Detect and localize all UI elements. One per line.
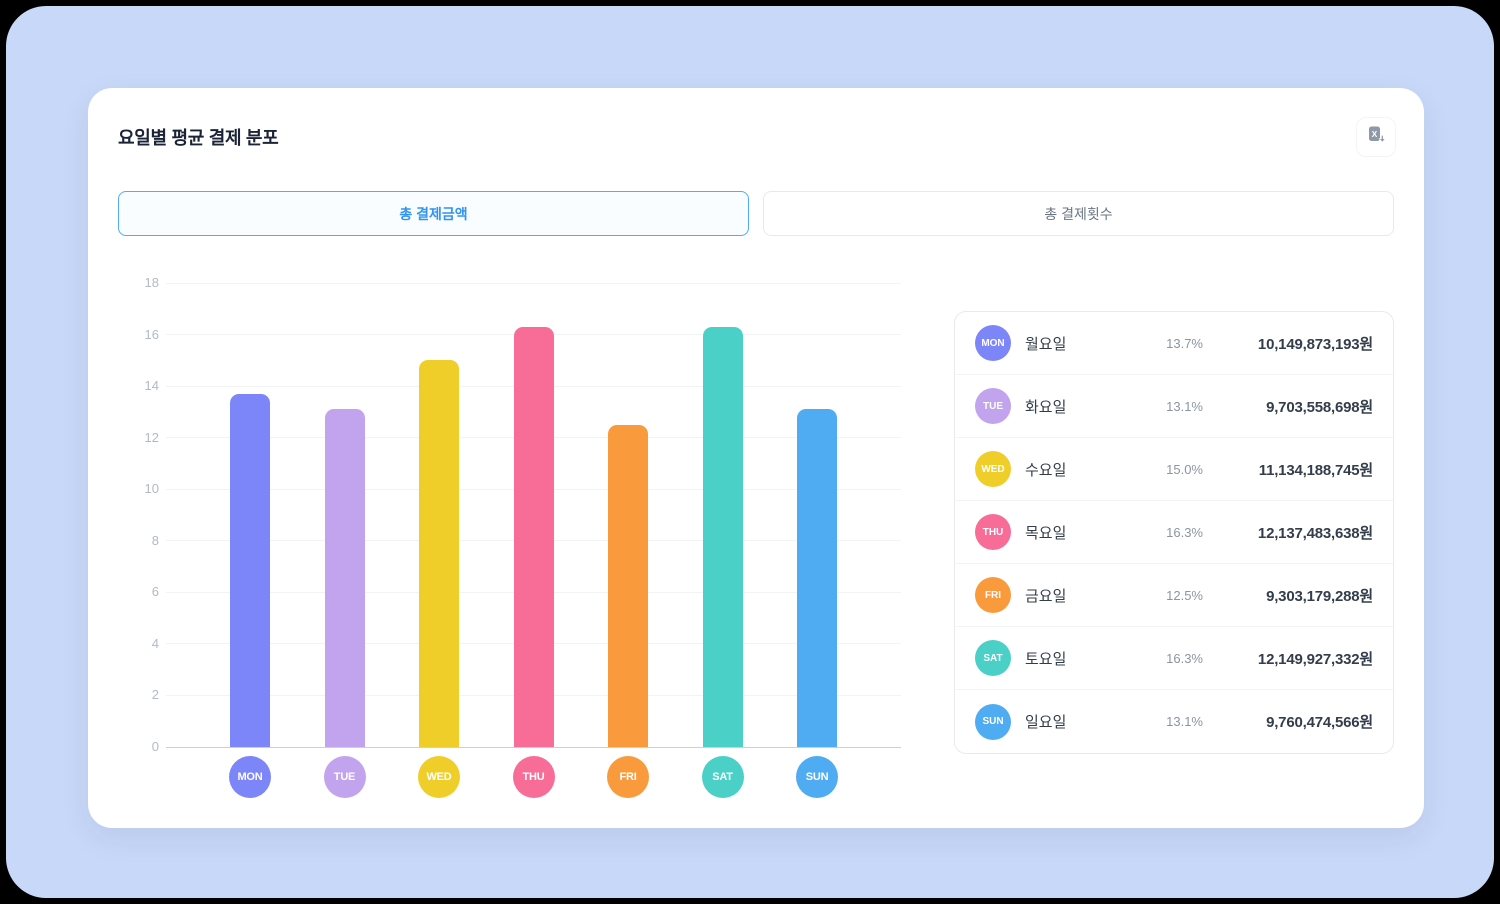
page-background: 요일별 평균 결제 분포 X 총 결제금액 총 결제횟수 0 2 4 6 8 10 12 14… xyxy=(6,6,1494,898)
bar-tue[interactable] xyxy=(324,409,365,747)
day-amount-value: 12,149,927,332원 xyxy=(1257,650,1373,668)
day-percent-value: 16.3% xyxy=(1166,650,1203,666)
day-badge-tue: TUE xyxy=(975,388,1011,424)
legend-row-tue: TUE 화요일 13.1% 9,703,558,698원 xyxy=(955,375,1393,438)
bar-mon[interactable] xyxy=(230,393,270,747)
day-name-label: 금요일 xyxy=(1025,587,1067,605)
chart-card: 요일별 평균 결제 분포 X 총 결제금액 총 결제횟수 0 2 4 6 8 10 12 14… xyxy=(88,88,1424,828)
day-badge-mon: MON xyxy=(975,325,1011,361)
y-axis-tick-label: 14 xyxy=(144,378,159,394)
day-percent-value: 13.1% xyxy=(1166,398,1203,414)
gridline xyxy=(166,746,901,748)
bar-sun[interactable] xyxy=(797,409,837,747)
tab-total-payment-amount[interactable]: 총 결제금액 xyxy=(118,191,749,236)
x-axis-label-wed: WED xyxy=(418,756,460,798)
day-badge-fri: FRI xyxy=(975,577,1011,613)
x-axis-label-fri: FRI xyxy=(607,756,649,798)
day-percent-value: 13.7% xyxy=(1166,335,1203,351)
y-axis-tick-label: 6 xyxy=(151,584,159,600)
legend-row-sat: SAT 토요일 16.3% 12,149,927,332원 xyxy=(955,627,1393,690)
legend-row-wed: WED 수요일 15.0% 11,134,188,745원 xyxy=(955,438,1393,501)
day-badge-sun: SUN xyxy=(975,703,1011,740)
day-amount-value: 9,303,179,288원 xyxy=(1266,587,1373,605)
day-name-label: 토요일 xyxy=(1025,650,1067,668)
day-amount-value: 9,703,558,698원 xyxy=(1266,398,1373,416)
excel-download-icon: X xyxy=(1366,125,1387,150)
day-percent-value: 12.5% xyxy=(1166,587,1203,603)
day-badge-wed: WED xyxy=(975,451,1011,487)
x-axis-label-thu: THU xyxy=(512,756,555,798)
export-button[interactable]: X xyxy=(1356,117,1396,157)
legend-panel: MON 월요일 13.7% 10,149,873,193원 TUE 화요일 13.1% 9,7… xyxy=(954,311,1394,754)
legend-row-mon: MON 월요일 13.7% 10,149,873,193원 xyxy=(955,312,1393,375)
day-name-label: 화요일 xyxy=(1025,398,1067,416)
day-badge-thu: THU xyxy=(975,514,1011,550)
x-axis-label-sun: SUN xyxy=(796,756,838,798)
day-name-label: 일요일 xyxy=(1025,714,1067,731)
legend-row-sun: SUN 일요일 13.1% 9,760,474,566원 xyxy=(955,690,1393,753)
day-name-label: 수요일 xyxy=(1025,461,1067,479)
tab-total-payment-count[interactable]: 총 결제횟수 xyxy=(763,191,1394,236)
bar-wed[interactable] xyxy=(419,360,459,747)
legend-row-fri: FRI 금요일 12.5% 9,303,179,288원 xyxy=(955,564,1393,627)
legend-row-thu: THU 목요일 16.3% 12,137,483,638원 xyxy=(955,501,1393,564)
day-percent-value: 13.1% xyxy=(1166,714,1203,729)
day-amount-value: 9,760,474,566원 xyxy=(1266,714,1373,731)
bar-chart: 0 2 4 6 8 10 12 14 16 18 MON TUE WED THU FRI SAT SUN xyxy=(88,88,1424,828)
page-title: 요일별 평균 결제 분포 xyxy=(118,128,279,148)
y-axis-tick-label: 12 xyxy=(144,429,159,445)
day-amount-value: 11,134,188,745원 xyxy=(1258,461,1373,479)
y-axis-tick-label: 18 xyxy=(144,275,159,290)
y-axis-tick-label: 16 xyxy=(144,326,159,342)
y-axis-tick-label: 8 xyxy=(151,532,159,548)
gridline xyxy=(166,282,901,284)
day-percent-value: 15.0% xyxy=(1166,461,1203,477)
day-name-label: 월요일 xyxy=(1025,335,1067,353)
x-axis-label-tue: TUE xyxy=(323,756,366,798)
day-percent-value: 16.3% xyxy=(1166,524,1203,540)
svg-text:X: X xyxy=(1372,129,1378,139)
day-amount-value: 10,149,873,193원 xyxy=(1257,335,1373,353)
x-axis-label-mon: MON xyxy=(229,756,271,798)
day-name-label: 목요일 xyxy=(1025,524,1067,542)
bar-sat[interactable] xyxy=(702,326,743,747)
y-axis-tick-label: 10 xyxy=(144,481,159,497)
day-badge-sat: SAT xyxy=(975,640,1011,676)
x-axis-label-sat: SAT xyxy=(701,756,744,798)
day-amount-value: 12,137,483,638원 xyxy=(1257,524,1373,542)
y-axis-tick-label: 0 xyxy=(151,739,159,754)
y-axis-tick-label: 2 xyxy=(151,687,159,703)
y-axis-tick-label: 4 xyxy=(151,635,159,651)
bar-thu[interactable] xyxy=(513,326,554,747)
bar-fri[interactable] xyxy=(608,424,648,747)
